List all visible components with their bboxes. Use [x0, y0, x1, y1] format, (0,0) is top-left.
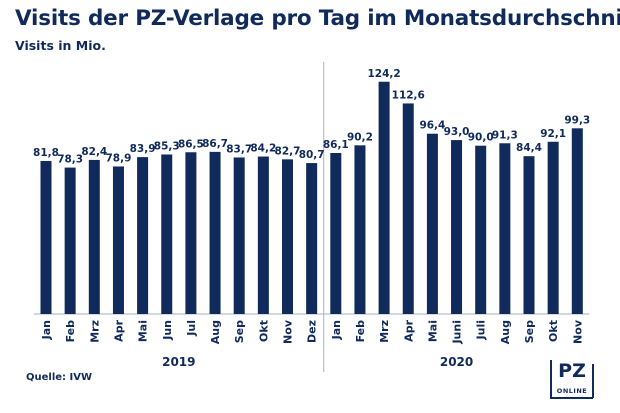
- x-tick-label: Mai: [137, 320, 150, 342]
- x-tick-label: Apr: [402, 319, 415, 341]
- bar-2020-juli: [475, 145, 487, 314]
- value-label: 83,7: [226, 143, 252, 155]
- value-label: 112,6: [392, 89, 425, 101]
- logo-online-text: ONLINE: [556, 387, 588, 395]
- x-tick-label: Feb: [64, 320, 77, 343]
- value-label: 84,4: [516, 142, 542, 154]
- value-label: 85,3: [154, 140, 180, 152]
- value-labels-layer: 81,878,382,478,983,985,386,586,783,784,2…: [33, 68, 590, 166]
- bar-2020-jan: [330, 152, 342, 314]
- bar-2019-jun: [161, 154, 173, 314]
- bar-2020-nov: [571, 128, 583, 314]
- x-tick-label: Sep: [523, 320, 536, 343]
- value-label: 86,7: [202, 138, 228, 150]
- value-label: 78,3: [57, 154, 83, 166]
- bar-2019-okt: [257, 156, 269, 314]
- pz-online-logo-icon: PZ ONLINE: [548, 358, 596, 402]
- value-label: 81,8: [33, 147, 59, 159]
- value-label: 124,2: [367, 68, 400, 80]
- bar-2019-mrz: [88, 159, 100, 314]
- x-tick-label: Sep: [233, 320, 246, 343]
- x-tick-label: Feb: [354, 320, 367, 343]
- year-labels-layer: 2019 2020: [162, 355, 473, 369]
- value-label: 92,1: [540, 128, 566, 140]
- bar-2019-mai: [137, 157, 149, 314]
- value-label: 80,7: [299, 149, 325, 161]
- x-tick-label: Jun: [161, 320, 174, 341]
- x-tick-label: Jul: [185, 320, 198, 337]
- bar-2020-juni: [451, 140, 463, 314]
- bars-layer: [40, 81, 583, 314]
- year-label-2019: 2019: [162, 355, 195, 369]
- x-tick-label: Jan: [40, 320, 53, 340]
- x-tick-label: Mai: [426, 320, 439, 342]
- x-tick-label: Nov: [282, 319, 295, 344]
- value-label: 91,3: [492, 129, 518, 141]
- x-tick-label: Mrz: [378, 320, 391, 343]
- bar-2019-dez: [306, 163, 318, 314]
- value-label: 90,2: [347, 131, 373, 143]
- value-label: 96,4: [419, 120, 445, 132]
- tick-labels-layer: Jan Feb Mrz Apr Mai Jun Jul Aug Sep Okt Nov Dez Jan F…: [40, 319, 584, 344]
- x-tick-label: Apr: [112, 319, 125, 341]
- x-tick-label: Okt: [257, 320, 270, 342]
- value-label: 83,9: [130, 143, 156, 155]
- year-label-2020: 2020: [440, 355, 473, 369]
- x-tick-label: Juli: [475, 320, 488, 340]
- value-label: 84,2: [250, 143, 276, 155]
- x-tick-label: Aug: [209, 320, 222, 344]
- bar-2019-apr: [112, 166, 124, 314]
- value-label: 90,0: [468, 132, 494, 144]
- x-tick-label: Juni: [451, 320, 464, 345]
- value-label: 99,3: [564, 114, 590, 126]
- bar-2020-aug: [499, 143, 511, 314]
- bar-2019-nov: [282, 159, 293, 314]
- value-label: 86,1: [323, 139, 349, 151]
- bar-2019-sep: [233, 157, 245, 314]
- bar-2020-feb: [354, 145, 366, 314]
- value-label: 82,4: [81, 146, 107, 158]
- bar-2020-mai: [426, 133, 438, 314]
- bar-2020-okt: [547, 141, 559, 314]
- bar-2020-mrz: [378, 81, 390, 314]
- logo-pz-text: PZ: [558, 360, 586, 382]
- value-label: 82,7: [275, 145, 301, 157]
- value-label: 86,5: [178, 138, 204, 150]
- value-label: 78,9: [105, 152, 131, 164]
- x-tick-label: Okt: [547, 320, 560, 342]
- bar-2020-sep: [523, 156, 535, 314]
- value-label: 93,0: [444, 126, 470, 138]
- x-tick-label: Nov: [571, 319, 584, 344]
- source-note: Quelle: IVW: [26, 372, 93, 383]
- x-tick-label: Dez: [306, 320, 319, 343]
- x-tick-label: Mrz: [88, 320, 101, 343]
- chart-subtitle: Visits in Mio.: [15, 38, 106, 53]
- chart-title: Visits der PZ-Verlage pro Tag im Monatsd…: [15, 6, 620, 31]
- logo-frame-shape: [550, 360, 594, 399]
- bar-2019-feb: [64, 167, 76, 314]
- bar-2019-jul: [185, 152, 197, 314]
- bar-2020-apr: [402, 103, 414, 314]
- bar-2019-aug: [209, 151, 221, 314]
- bar-2019-jan: [40, 161, 52, 314]
- x-tick-label: Jan: [330, 320, 343, 340]
- x-tick-label: Aug: [499, 320, 512, 344]
